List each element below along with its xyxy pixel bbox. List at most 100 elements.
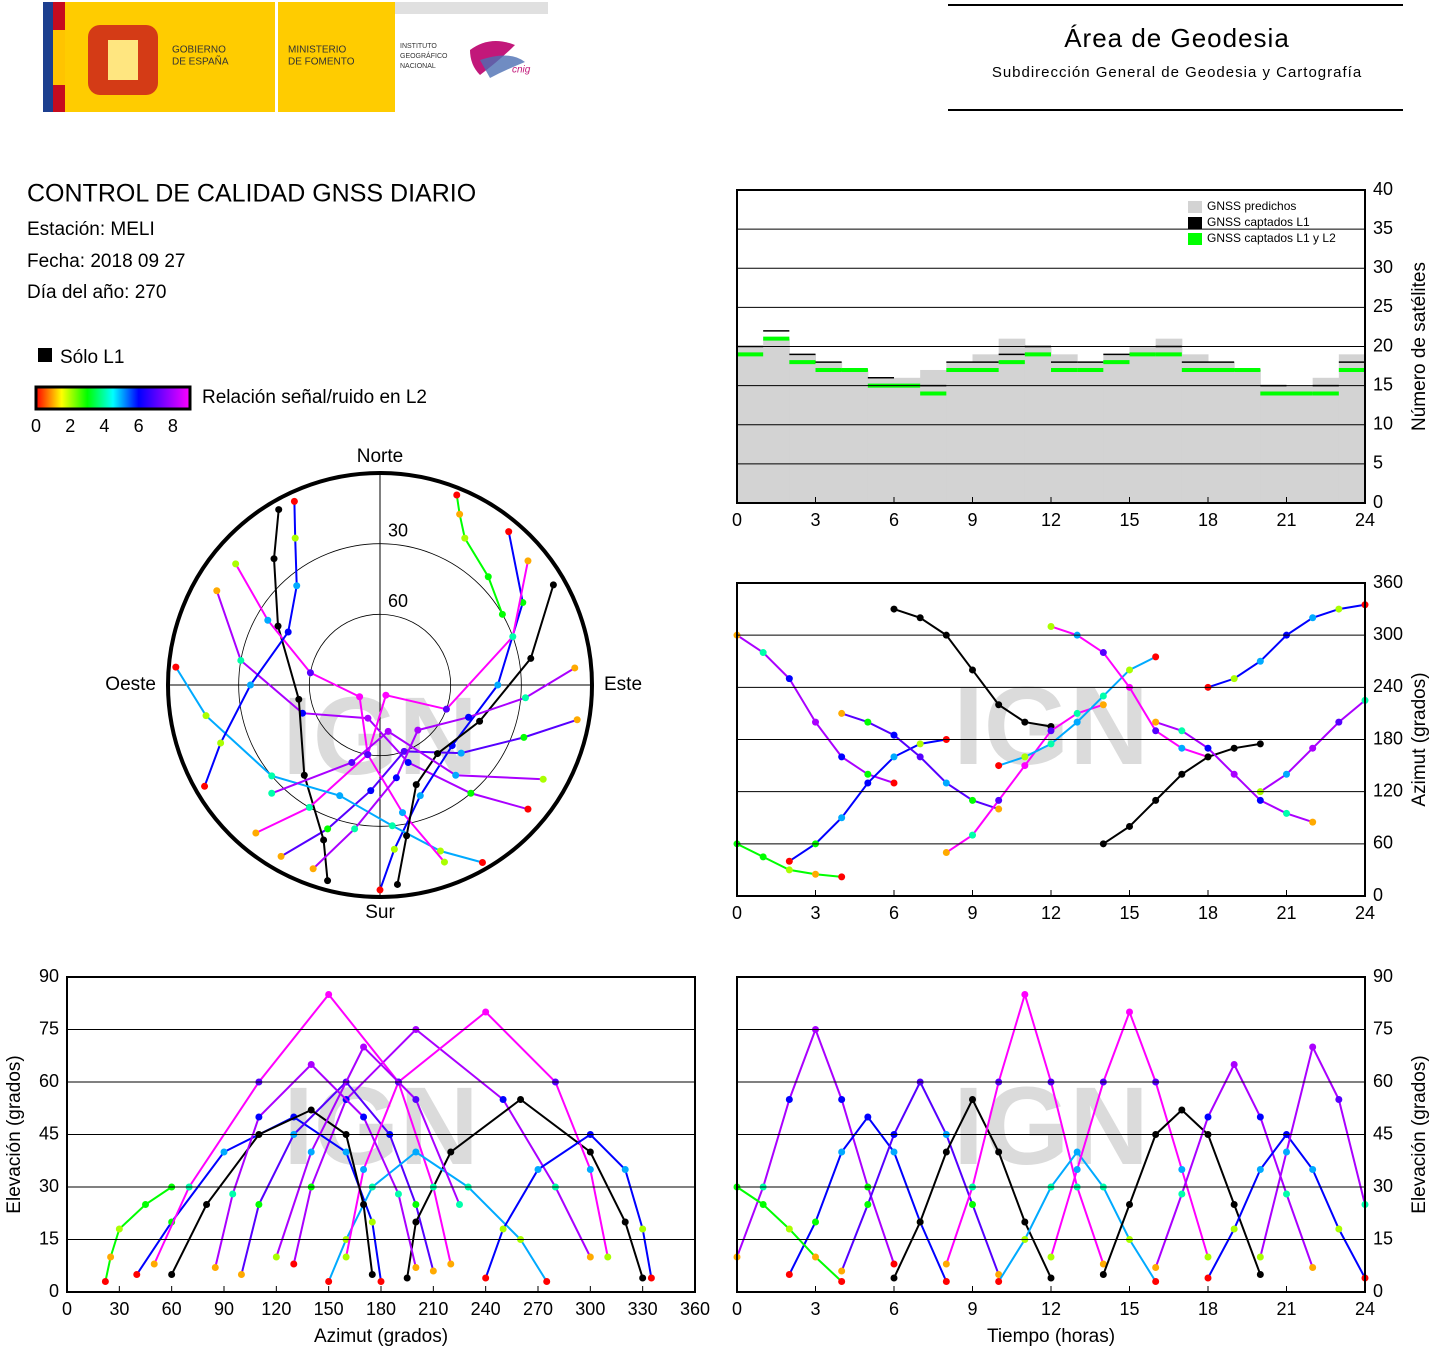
x-tick-label: 9 bbox=[967, 903, 977, 923]
x-tick-label: 90 bbox=[214, 1299, 234, 1319]
track-point bbox=[1178, 770, 1186, 778]
track-point bbox=[342, 1148, 350, 1156]
predicted-bar bbox=[1181, 354, 1209, 503]
x-tick-label: 360 bbox=[680, 1299, 710, 1319]
track-point bbox=[295, 695, 303, 703]
track-point bbox=[1178, 1166, 1186, 1173]
track-point bbox=[1021, 718, 1029, 726]
report-date: Fecha: 2018 09 27 bbox=[27, 251, 185, 272]
track-point bbox=[268, 789, 276, 797]
track-point bbox=[916, 614, 924, 622]
y-tick-label: 30 bbox=[1373, 1176, 1393, 1196]
track-point bbox=[403, 832, 411, 840]
track-point bbox=[1309, 614, 1317, 622]
logo-text: GOBIERNO bbox=[172, 45, 226, 56]
x-tick-label: 21 bbox=[1276, 903, 1296, 923]
x-tick-label: 21 bbox=[1276, 510, 1296, 530]
track-point bbox=[942, 1260, 950, 1268]
logo-text: cnig bbox=[512, 65, 531, 76]
track-point bbox=[519, 599, 527, 607]
y-tick-label: 5 bbox=[1373, 453, 1383, 473]
direction-label: Oeste bbox=[105, 674, 156, 695]
legend-swatch bbox=[1188, 201, 1202, 213]
track-point bbox=[1047, 1253, 1055, 1261]
track-point bbox=[367, 787, 375, 795]
colorbar-tick-label: 8 bbox=[168, 416, 178, 436]
y-tick-label: 90 bbox=[1373, 966, 1393, 986]
track-point bbox=[368, 1271, 376, 1278]
track-point bbox=[133, 1271, 141, 1278]
track-point bbox=[916, 1218, 924, 1226]
track-point bbox=[202, 712, 210, 720]
track-point bbox=[255, 1113, 263, 1121]
y-tick-label: 90 bbox=[39, 966, 59, 986]
colorbar bbox=[34, 385, 192, 411]
y-tick-label: 30 bbox=[39, 1176, 59, 1196]
track-point bbox=[838, 814, 846, 822]
x-tick-label: 300 bbox=[575, 1299, 605, 1319]
track-point bbox=[1073, 718, 1081, 726]
y-tick-label: 120 bbox=[1373, 780, 1403, 800]
track-point bbox=[484, 573, 492, 581]
track-point bbox=[476, 717, 484, 725]
predicted-bar bbox=[894, 377, 921, 503]
track-point bbox=[364, 751, 372, 759]
track-point bbox=[324, 825, 332, 833]
track-point bbox=[390, 845, 398, 853]
track-point bbox=[457, 749, 465, 757]
track-point bbox=[452, 771, 460, 779]
predicted-bar bbox=[789, 354, 816, 503]
track-point bbox=[229, 1190, 237, 1198]
track-point bbox=[942, 849, 950, 857]
y-tick-label: 75 bbox=[1373, 1018, 1393, 1038]
track-point bbox=[1152, 1278, 1160, 1285]
track-point bbox=[305, 803, 313, 811]
y-tick-label: 40 bbox=[1373, 179, 1393, 199]
track-point bbox=[1021, 1218, 1029, 1226]
track-point bbox=[325, 991, 333, 998]
track-point bbox=[1256, 796, 1264, 804]
predicted-bar bbox=[763, 338, 790, 503]
track-point bbox=[520, 733, 528, 741]
x-tick-label: 9 bbox=[967, 510, 977, 530]
x-tick-label: 120 bbox=[261, 1299, 291, 1319]
y-tick-label: 180 bbox=[1373, 728, 1403, 748]
track-point bbox=[995, 1271, 1003, 1278]
track-point bbox=[864, 779, 872, 787]
track-point bbox=[336, 792, 344, 800]
track-point bbox=[300, 771, 308, 779]
track-point bbox=[309, 865, 317, 873]
track-point bbox=[172, 663, 180, 671]
track-point bbox=[237, 1271, 245, 1278]
legend-label: GNSS captados L1 y L2 bbox=[1207, 231, 1336, 245]
track-point bbox=[360, 1201, 368, 1208]
x-tick-label: 15 bbox=[1119, 903, 1139, 923]
track-point bbox=[1256, 1253, 1264, 1261]
track-point bbox=[414, 726, 422, 734]
track-point bbox=[759, 853, 767, 861]
x-tick-label: 6 bbox=[889, 510, 899, 530]
x-tick-label: 0 bbox=[732, 903, 742, 923]
y-tick-label: 60 bbox=[1373, 833, 1393, 853]
y-tick-label: 35 bbox=[1373, 218, 1393, 238]
logo-text: MINISTERIO bbox=[288, 45, 347, 56]
track-point bbox=[453, 491, 461, 499]
track-point bbox=[1021, 753, 1029, 761]
y-tick-label: 0 bbox=[1373, 1281, 1383, 1301]
track-point bbox=[521, 694, 529, 702]
track-point bbox=[348, 758, 356, 766]
y-tick-label: 240 bbox=[1373, 676, 1403, 696]
track-point bbox=[325, 1278, 333, 1285]
track-point bbox=[237, 656, 245, 664]
track-point bbox=[1152, 796, 1160, 804]
track-point bbox=[1283, 809, 1290, 817]
report-title: CONTROL DE CALIDAD GNSS DIARIO bbox=[27, 180, 476, 208]
track-point bbox=[434, 750, 442, 758]
plot-border bbox=[736, 189, 1366, 504]
track-point bbox=[995, 701, 1003, 709]
track-point bbox=[586, 1148, 594, 1156]
logo-text: DE FOMENTO bbox=[288, 57, 355, 68]
track-point bbox=[1152, 718, 1160, 726]
track-point bbox=[416, 792, 424, 800]
x-tick-label: 15 bbox=[1119, 1299, 1139, 1319]
